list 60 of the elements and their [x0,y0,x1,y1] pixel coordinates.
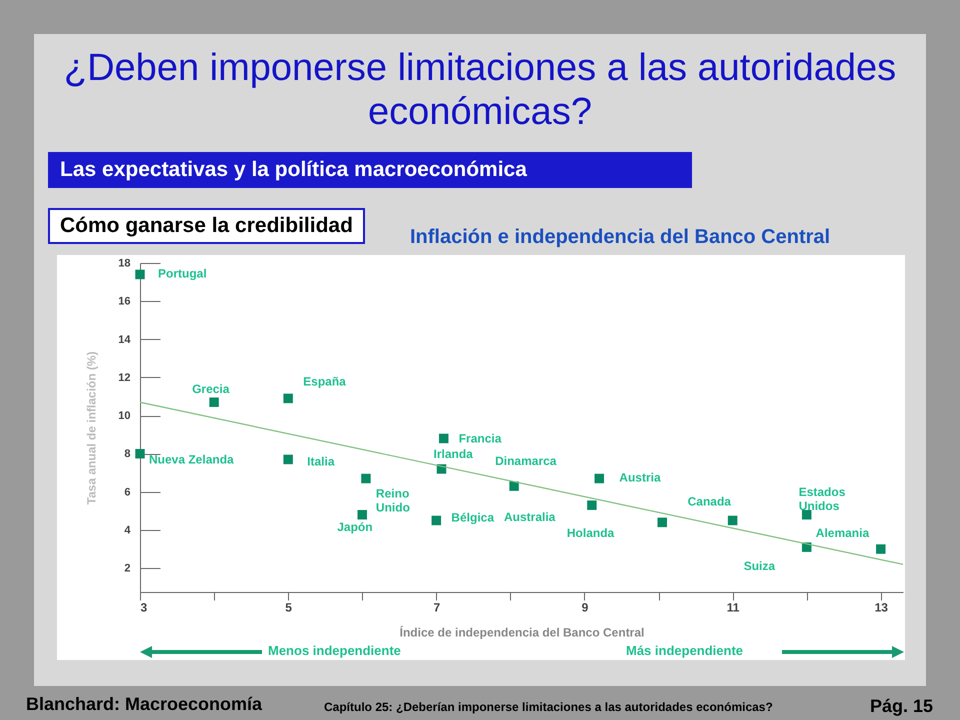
chart-title: ¿Deben imponerse limitaciones a las autoridades económicas? [62,46,898,134]
x-tick-label: 5 [285,600,292,614]
point [802,510,812,520]
annotation: Irlanda [433,446,474,461]
point [594,474,604,484]
x-axis-title: Índice de independencia del Banco Central [400,626,644,640]
point [658,518,667,528]
annotation: Holanda [566,526,615,540]
x-tick-label: 3 [140,600,148,614]
point [587,500,597,510]
text: Menos independiente [268,643,401,658]
y-tick-label: 12 [118,372,130,384]
point [357,510,367,520]
text: Más independiente [626,643,744,658]
text: Blanchard: Macroeconomía [26,694,262,715]
x-tick-label: 9 [582,600,589,614]
point [876,544,886,554]
text: Cómo ganarse la credibilidad [48,208,365,244]
annotation: España [303,374,346,388]
point [432,516,442,526]
point [135,448,145,458]
y-tick-label: 10 [118,410,130,422]
annotation: Dinamarca [495,454,557,468]
point [135,270,145,280]
text: Las expectativas y la política macroeconómica [48,152,692,188]
point [283,394,293,404]
point [361,474,371,484]
y-axis-title: Tasa anual de inflación (%) [84,351,98,505]
x-tick-label: 11 [726,600,740,614]
annotation: Suiza [744,559,776,574]
annotation: Italia [307,454,335,468]
y-tick-label: 18 [118,258,130,270]
chart-subtitle: Inflación e independencia del Banco Central [410,226,830,249]
y-tick-label: 16 [118,296,130,308]
y-tick-label: 4 [124,524,132,537]
annotation: Reino Unido [376,486,410,515]
y-tick-label: 14 [118,334,132,346]
annotation: Austria [619,470,661,485]
annotation: Alemania [816,526,870,540]
annotation: Portugal [158,266,207,280]
annotation: Grecia [192,382,230,396]
y-tick-label: 8 [124,448,130,460]
point [438,434,448,444]
point [509,481,519,491]
x-tick-label: 13 [874,600,888,614]
point [283,454,293,464]
annotation: Bélgica [451,510,494,524]
annotation: Francia [458,431,502,446]
text: Pág. 15 [870,696,934,717]
annotation: Japón [337,520,373,534]
point [728,516,738,526]
y-tick-label: 2 [124,562,130,575]
annotation: Canada [688,494,732,508]
y-tick-label: 6 [124,486,130,498]
text: Capítulo 25: ¿Deberían imponerse limitaciones a las autoridades económicas? [324,700,773,714]
x-tick-label: 7 [433,600,440,614]
annotation: Australia [504,510,556,524]
annotation: Estados Unidos [798,484,846,513]
point [209,397,219,407]
annotation: Nueva Zelanda [149,452,234,467]
